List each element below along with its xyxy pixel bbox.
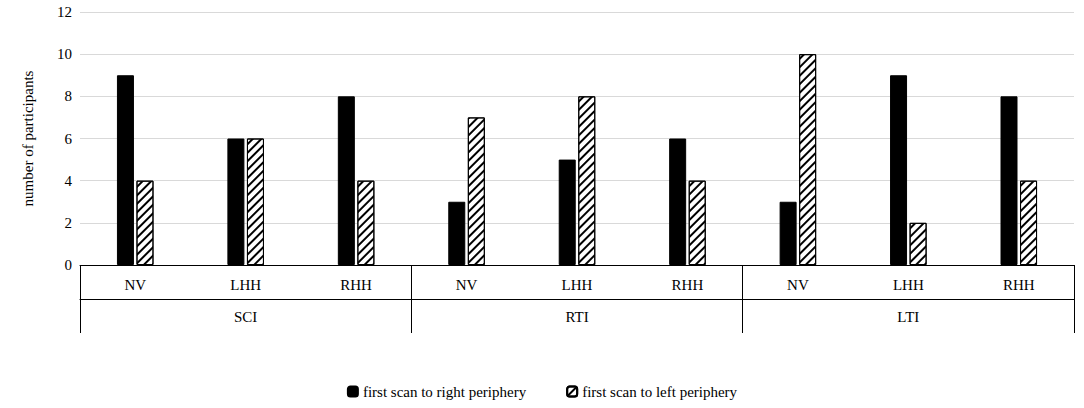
- svg-text:number of participants: number of participants: [20, 70, 36, 206]
- svg-text:8: 8: [65, 88, 73, 104]
- svg-text:first scan to left periphery: first scan to left periphery: [582, 384, 737, 400]
- svg-text:12: 12: [57, 4, 72, 20]
- svg-text:6: 6: [65, 131, 73, 147]
- svg-text:RHH: RHH: [672, 277, 704, 293]
- svg-text:RHH: RHH: [340, 277, 372, 293]
- svg-text:2: 2: [65, 215, 73, 231]
- svg-text:NV: NV: [124, 277, 146, 293]
- svg-text:LHH: LHH: [230, 277, 261, 293]
- svg-text:10: 10: [57, 46, 72, 62]
- svg-text:LHH: LHH: [562, 277, 593, 293]
- svg-text:LTI: LTI: [897, 309, 919, 325]
- svg-text:LHH: LHH: [893, 277, 924, 293]
- svg-text:RHH: RHH: [1003, 277, 1035, 293]
- svg-text:SCI: SCI: [234, 309, 257, 325]
- svg-text:first scan to right periphery: first scan to right periphery: [363, 384, 527, 400]
- svg-text:0: 0: [65, 257, 73, 273]
- svg-text:NV: NV: [787, 277, 809, 293]
- svg-text:RTI: RTI: [565, 309, 588, 325]
- svg-text:NV: NV: [456, 277, 478, 293]
- svg-text:4: 4: [65, 173, 73, 189]
